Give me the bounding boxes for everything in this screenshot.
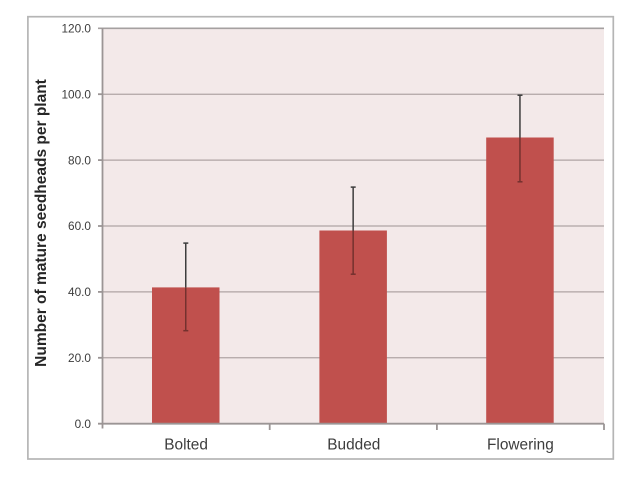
- svg-text:0.0: 0.0: [75, 417, 92, 431]
- svg-text:80.0: 80.0: [68, 153, 91, 167]
- svg-text:40.0: 40.0: [68, 285, 91, 299]
- svg-text:20.0: 20.0: [68, 351, 91, 365]
- svg-text:Budded: Budded: [327, 436, 380, 453]
- svg-text:Number of mature seedheads per: Number of mature seedheads per plant: [33, 79, 50, 367]
- svg-text:Flowering: Flowering: [487, 436, 554, 453]
- svg-text:Bolted: Bolted: [164, 436, 208, 453]
- svg-text:60.0: 60.0: [68, 219, 91, 233]
- svg-text:100.0: 100.0: [61, 87, 91, 101]
- svg-text:120.0: 120.0: [61, 22, 91, 36]
